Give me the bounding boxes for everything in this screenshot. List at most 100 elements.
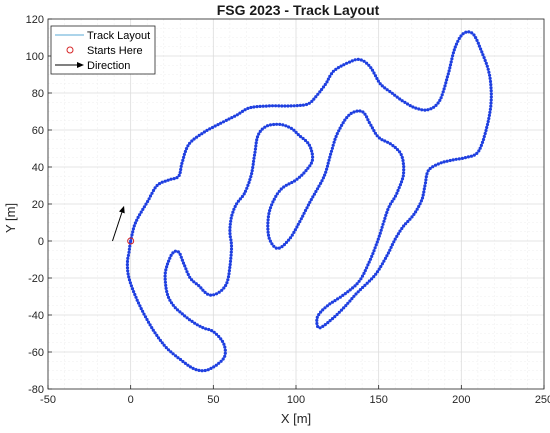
track-point — [267, 212, 271, 216]
track-point — [165, 292, 170, 297]
track-point — [263, 125, 267, 129]
track-point — [178, 170, 182, 175]
track-point — [395, 191, 399, 195]
track-point — [209, 366, 213, 370]
track-point — [315, 321, 319, 326]
track-point — [169, 253, 173, 257]
track-point — [238, 197, 242, 201]
track-point — [299, 217, 303, 221]
track-point — [401, 162, 405, 166]
track-point — [286, 104, 290, 108]
track-point — [398, 97, 402, 101]
track-point — [249, 175, 253, 179]
track-point — [191, 366, 195, 370]
track-point — [370, 68, 375, 72]
track-point — [310, 149, 314, 153]
track-point — [303, 208, 308, 213]
track-point — [281, 123, 285, 127]
track-point — [266, 215, 270, 219]
track-point — [222, 342, 226, 346]
track-point — [449, 60, 453, 64]
track-point — [424, 178, 428, 182]
track-point — [319, 181, 323, 185]
track-point — [380, 84, 384, 88]
track-point — [287, 125, 291, 129]
track-point — [314, 189, 318, 194]
legend-track-label: Track Layout — [87, 30, 150, 42]
track-point — [479, 143, 483, 147]
track-point — [127, 275, 131, 279]
track-point — [349, 111, 353, 115]
track-point — [372, 249, 376, 253]
track-point — [235, 202, 239, 206]
track-point — [434, 103, 438, 107]
y-tick-label: 60 — [32, 125, 44, 137]
track-point — [389, 245, 393, 249]
track-point — [303, 138, 308, 143]
track-point — [181, 158, 185, 162]
track-point — [176, 250, 180, 254]
track-point — [482, 134, 486, 139]
track-point — [399, 153, 403, 157]
track-point — [384, 213, 388, 217]
track-point — [229, 219, 233, 223]
track-point — [445, 159, 449, 163]
track-point — [139, 307, 143, 311]
track-point — [181, 359, 185, 364]
track-point — [153, 331, 157, 335]
track-point — [366, 118, 370, 122]
track-point — [266, 224, 270, 228]
track-point — [376, 79, 380, 83]
track-point — [457, 157, 461, 161]
track-point — [457, 36, 461, 41]
track-point — [445, 75, 449, 79]
track-point — [168, 298, 172, 302]
track-point — [142, 312, 146, 316]
track-point — [454, 157, 458, 161]
track-point — [227, 117, 231, 121]
track-point — [325, 167, 329, 171]
track-point — [436, 101, 440, 105]
track-point — [341, 121, 345, 125]
track-point — [423, 184, 427, 188]
track-point — [232, 207, 236, 211]
track-point — [249, 105, 253, 110]
track-point — [329, 149, 334, 153]
track-point — [272, 244, 276, 248]
track-point — [194, 282, 198, 286]
track-point — [201, 326, 205, 330]
legend-box — [50, 25, 156, 75]
track-point — [197, 284, 201, 288]
track-point — [254, 144, 258, 148]
track-point — [375, 76, 379, 81]
y-tick-label: 20 — [32, 199, 44, 211]
track-point — [164, 283, 168, 287]
track-point — [141, 207, 145, 211]
track-point — [467, 30, 471, 34]
track-point — [200, 369, 204, 373]
track-point — [214, 332, 219, 336]
y-tick-label: -60 — [28, 347, 44, 359]
track-point — [147, 197, 151, 201]
track-point — [378, 82, 382, 86]
track-point — [227, 272, 231, 276]
track-point — [266, 221, 270, 225]
track-point — [338, 126, 342, 130]
y-tick-label: 80 — [32, 88, 44, 100]
track-point — [410, 215, 414, 219]
track-point — [418, 202, 422, 206]
track-point — [221, 120, 226, 124]
track-point — [246, 106, 250, 110]
track-point — [175, 308, 180, 312]
track-point — [306, 203, 310, 207]
track-point — [484, 61, 488, 65]
track-point — [393, 237, 397, 241]
track-point — [311, 195, 315, 199]
track-point — [192, 137, 196, 141]
track-point — [210, 329, 214, 333]
legend: Track Layout Starts Here Direction — [50, 25, 156, 75]
track-point — [382, 219, 386, 223]
track-point — [171, 251, 175, 255]
track-point — [132, 224, 136, 228]
track-point — [328, 319, 332, 323]
